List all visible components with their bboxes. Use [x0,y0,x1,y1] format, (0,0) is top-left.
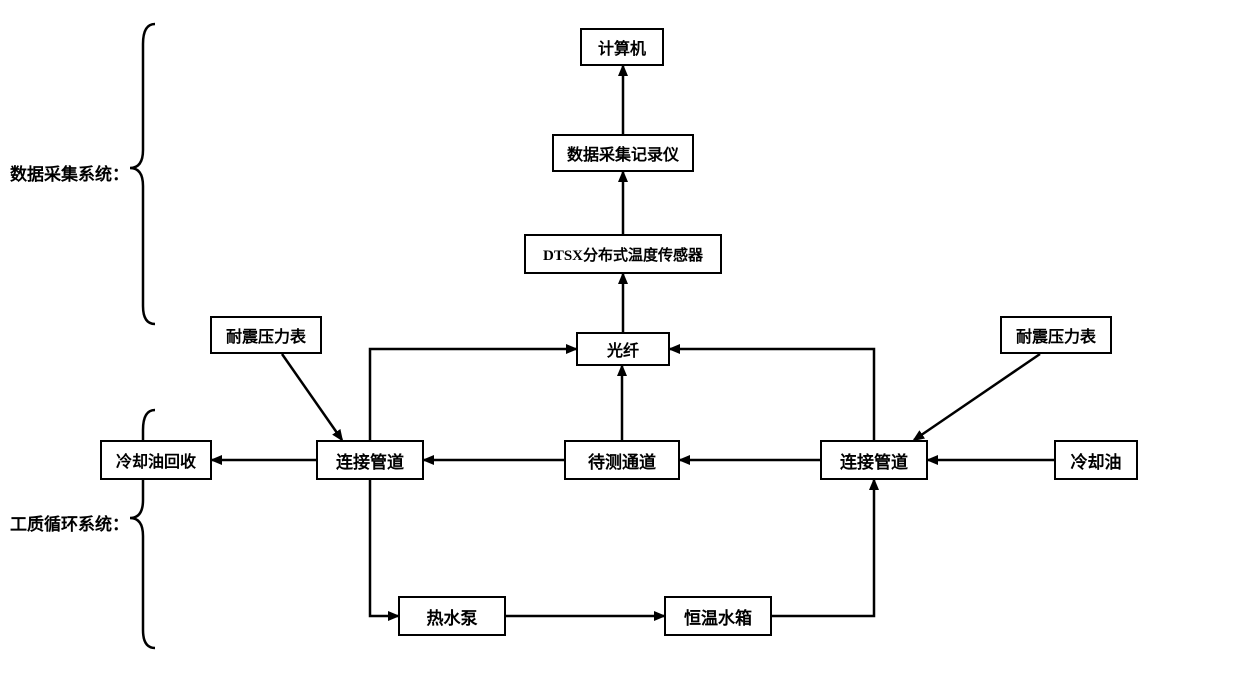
node-oil-recover: 冷却油回收 [100,440,212,480]
node-gauge-left: 耐震压力表 [210,316,322,354]
node-pipe-left: 连接管道 [316,440,424,480]
node-pump: 热水泵 [398,596,506,636]
node-computer: 计算机 [580,28,664,66]
node-dtsx: DTSX分布式温度传感器 [524,234,722,274]
node-recorder: 数据采集记录仪 [552,134,694,172]
node-channel: 待测通道 [564,440,680,480]
node-gauge-right: 耐震压力表 [1000,316,1112,354]
node-tank: 恒温水箱 [664,596,772,636]
data-system-label: 数据采集系统： [10,160,129,185]
node-fiber: 光纤 [576,332,670,366]
fluid-system-label: 工质循环系统： [10,510,129,535]
node-pipe-right: 连接管道 [820,440,928,480]
node-oil: 冷却油 [1054,440,1138,480]
